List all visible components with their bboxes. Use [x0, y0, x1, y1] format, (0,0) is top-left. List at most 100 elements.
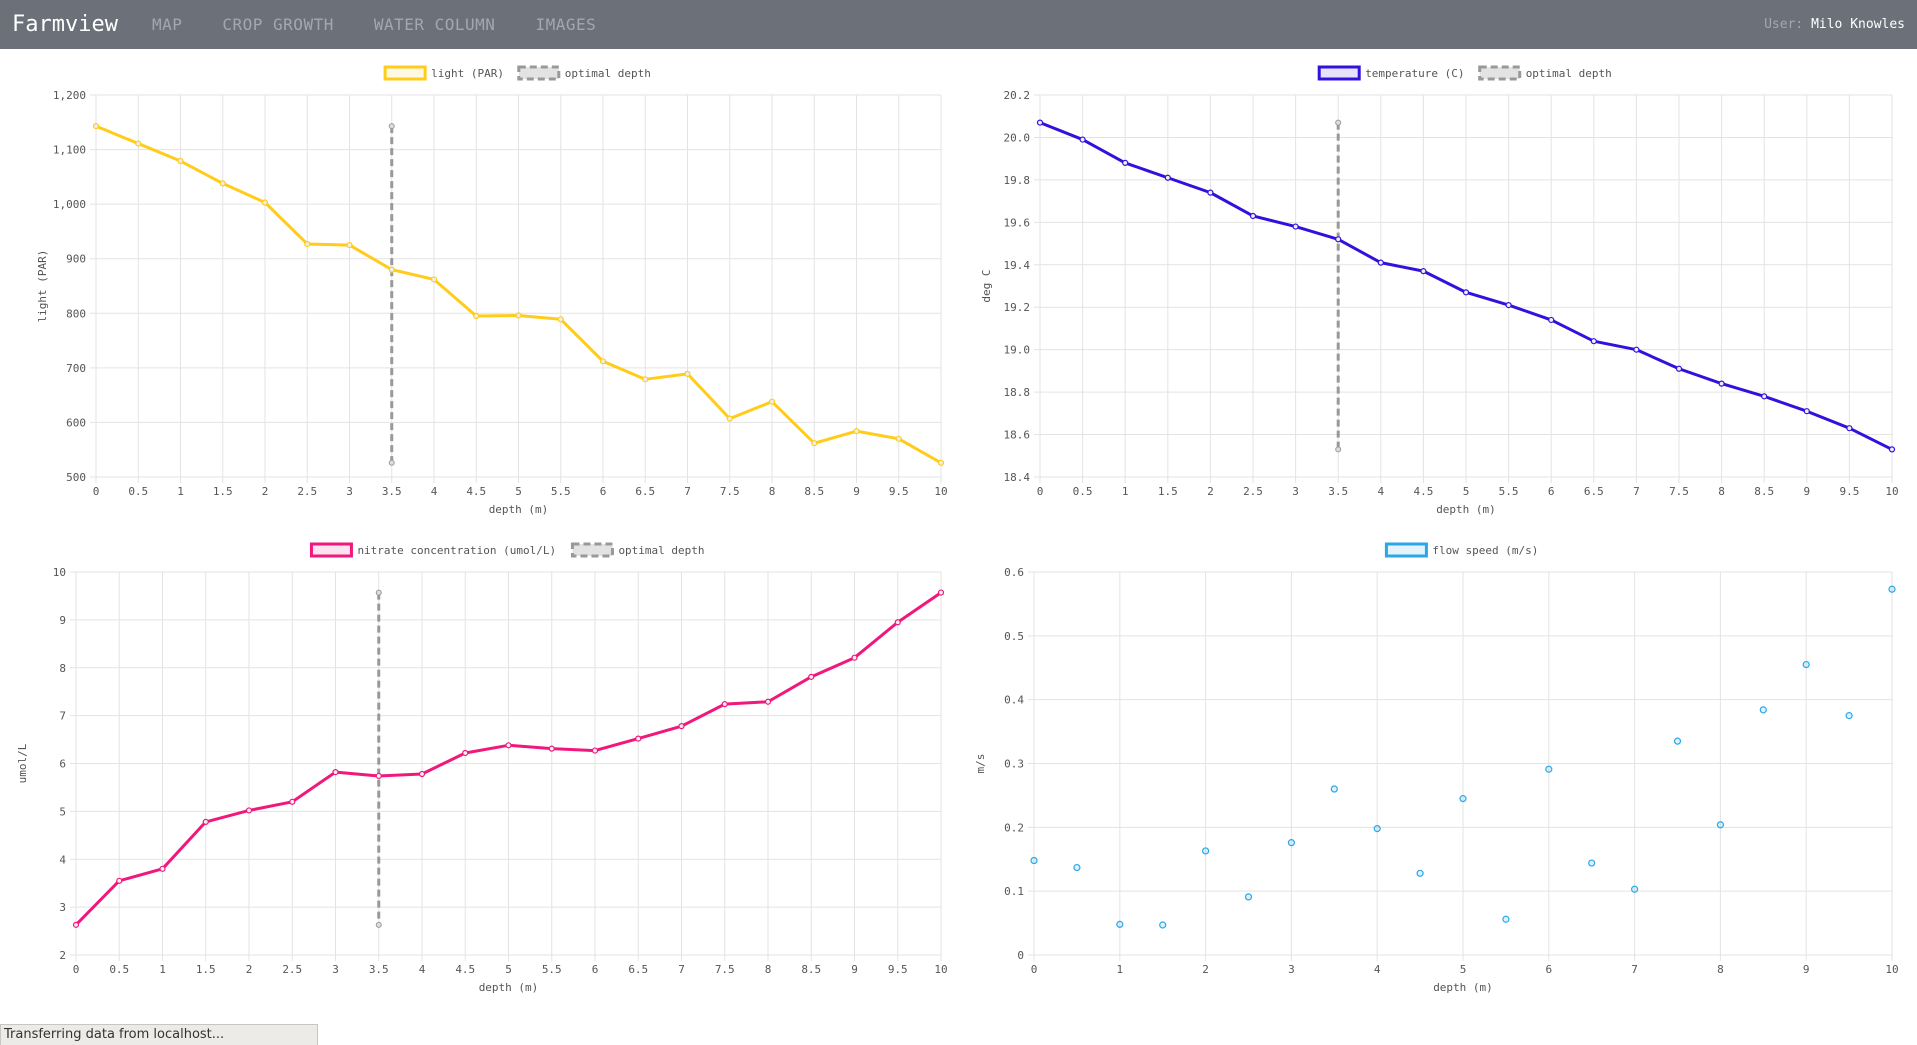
legend-label[interactable]: nitrate concentration (umol/L) [357, 544, 556, 557]
data-point[interactable] [768, 398, 776, 405]
data-point[interactable] [1675, 365, 1683, 372]
data-point[interactable] [1287, 839, 1295, 847]
data-point[interactable] [219, 180, 226, 187]
data-point[interactable] [515, 312, 522, 319]
legend-swatch[interactable] [1384, 542, 1428, 558]
legend-swatch[interactable] [1317, 65, 1361, 81]
data-point[interactable] [1462, 289, 1470, 296]
data-point[interactable] [1073, 863, 1081, 872]
data-point[interactable] [1036, 119, 1044, 126]
data-point[interactable] [1116, 920, 1124, 928]
data-point[interactable] [557, 316, 564, 323]
data-point[interactable] [1377, 259, 1384, 266]
data-point[interactable] [1030, 856, 1038, 865]
data-point[interactable] [599, 358, 607, 365]
data-point[interactable] [304, 240, 311, 248]
data-point[interactable] [1545, 765, 1553, 773]
data-point[interactable] [1416, 869, 1424, 877]
nav-item-crop-growth[interactable]: CROP GROWTH [222, 15, 334, 34]
data-point[interactable] [1633, 346, 1640, 353]
data-point[interactable] [642, 376, 649, 383]
data-point[interactable] [1718, 380, 1725, 387]
legend-swatch-optimal-depth[interactable] [570, 542, 614, 558]
data-point[interactable] [1845, 712, 1853, 720]
data-point[interactable] [853, 428, 860, 435]
data-point[interactable] [1759, 706, 1767, 714]
data-point[interactable] [116, 877, 123, 884]
data-point[interactable] [1292, 223, 1299, 230]
legend-label[interactable]: optimal depth [565, 67, 651, 80]
data-point[interactable] [811, 440, 818, 447]
data-point[interactable] [1505, 302, 1512, 309]
legend-label[interactable]: light (PAR) [431, 67, 504, 80]
nav-item-water-column[interactable]: WATER COLUMN [373, 15, 496, 34]
data-point[interactable] [1502, 915, 1510, 923]
data-point[interactable] [418, 770, 426, 778]
data-point[interactable] [1888, 446, 1896, 453]
data-point[interactable] [505, 742, 512, 749]
data-point[interactable] [72, 921, 80, 928]
legend-swatch-optimal-depth[interactable] [517, 65, 561, 81]
data-point[interactable] [1079, 136, 1086, 143]
legend-label[interactable]: optimal depth [618, 544, 704, 557]
data-point[interactable] [1122, 159, 1129, 167]
data-point[interactable] [1459, 795, 1467, 803]
data-point[interactable] [1548, 316, 1555, 324]
data-point[interactable] [1590, 338, 1597, 345]
data-point[interactable] [346, 241, 353, 249]
data-point[interactable] [764, 698, 772, 705]
data-point[interactable] [591, 747, 599, 754]
data-point[interactable] [1846, 425, 1853, 432]
data-point[interactable] [1888, 585, 1896, 593]
data-point[interactable] [851, 654, 858, 661]
data-point[interactable] [895, 435, 902, 442]
data-point[interactable] [1588, 859, 1596, 867]
data-point[interactable] [375, 772, 382, 780]
data-point[interactable] [1803, 408, 1810, 415]
data-point[interactable] [684, 370, 691, 377]
data-point[interactable] [1202, 847, 1210, 855]
data-point[interactable] [1761, 393, 1768, 400]
data-point[interactable] [1164, 174, 1171, 181]
data-point[interactable] [894, 619, 901, 626]
data-point[interactable] [937, 459, 945, 466]
data-point[interactable] [678, 723, 685, 730]
data-point[interactable] [1159, 921, 1167, 929]
data-point[interactable] [937, 589, 945, 596]
data-point[interactable] [1330, 785, 1338, 793]
data-point[interactable] [177, 157, 184, 165]
data-point[interactable] [473, 312, 480, 320]
data-point[interactable] [1244, 893, 1253, 901]
data-point[interactable] [1673, 737, 1682, 745]
data-point[interactable] [202, 818, 209, 826]
data-point[interactable] [1335, 236, 1342, 243]
legend-swatch[interactable] [309, 542, 353, 558]
legend-swatch-optimal-depth[interactable] [1478, 65, 1522, 81]
data-point[interactable] [245, 807, 253, 814]
data-point[interactable] [159, 865, 166, 872]
data-point[interactable] [1802, 660, 1810, 669]
data-point[interactable] [726, 415, 733, 422]
data-point[interactable] [1207, 189, 1214, 196]
legend-label[interactable]: optimal depth [1526, 67, 1612, 80]
data-point[interactable] [261, 199, 269, 206]
legend-swatch[interactable] [383, 65, 427, 81]
data-point[interactable] [548, 745, 555, 752]
data-point[interactable] [1630, 885, 1639, 893]
data-point[interactable] [332, 769, 339, 776]
nav-item-images[interactable]: IMAGES [535, 15, 597, 34]
data-point[interactable] [388, 266, 395, 273]
data-point[interactable] [92, 123, 100, 130]
data-point[interactable] [1249, 212, 1257, 220]
user-name[interactable]: Milo Knowles [1811, 17, 1905, 32]
data-point[interactable] [1373, 825, 1381, 833]
data-point[interactable] [635, 735, 642, 742]
legend-label[interactable]: flow speed (m/s) [1432, 544, 1538, 557]
data-point[interactable] [721, 701, 728, 708]
data-point[interactable] [808, 673, 815, 680]
data-point[interactable] [1420, 268, 1427, 275]
data-point[interactable] [135, 140, 142, 147]
legend-label[interactable]: temperature (C) [1365, 67, 1464, 80]
data-point[interactable] [462, 749, 469, 757]
data-point[interactable] [1716, 821, 1725, 829]
